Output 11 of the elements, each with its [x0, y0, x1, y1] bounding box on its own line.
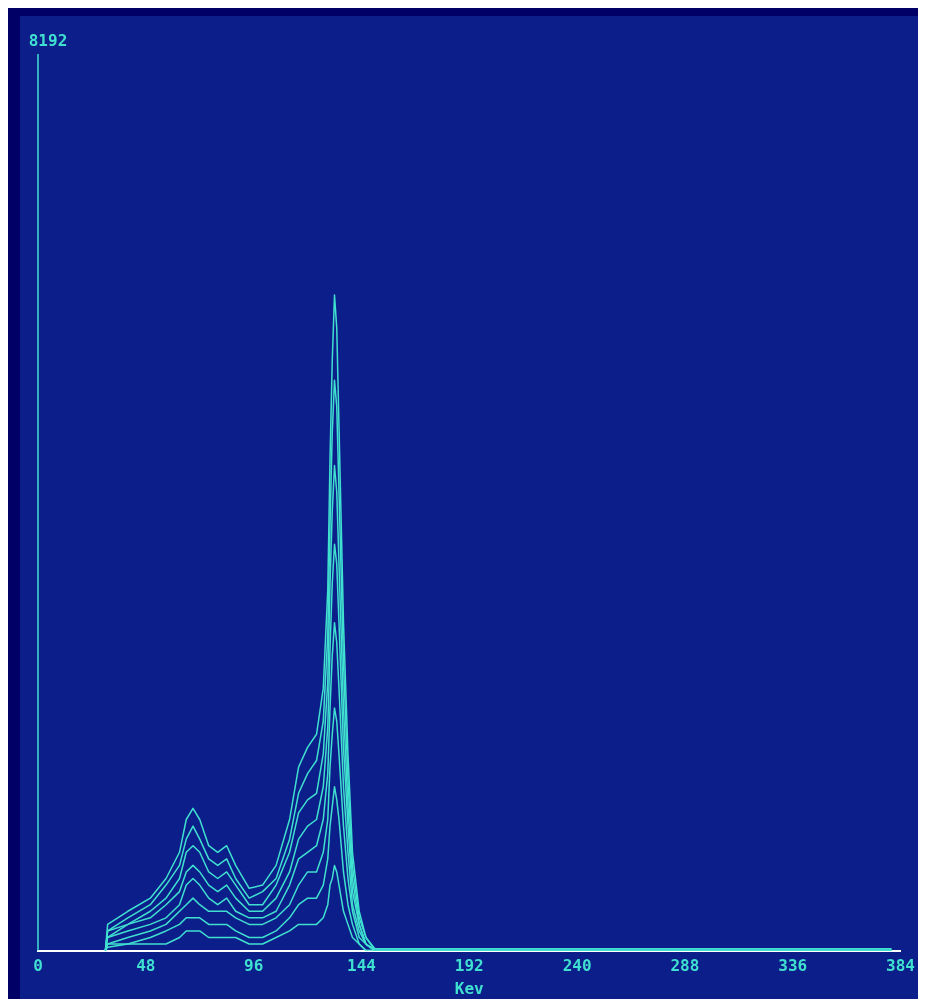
x-axis-title: Kev: [454, 978, 485, 998]
x-tick-label: 144: [347, 956, 376, 976]
x-tick-label: 48: [136, 956, 156, 976]
x-tick-label: 96: [244, 956, 264, 976]
x-tick-label: 192: [454, 956, 484, 976]
x-tick-label: 336: [778, 956, 808, 976]
x-tick-label: 384: [886, 956, 915, 976]
x-tick-label: 240: [562, 956, 592, 976]
text: 8192: [28, 31, 68, 51]
x-tick-label: 0: [33, 956, 43, 976]
x-tick-label: 288: [670, 956, 700, 976]
